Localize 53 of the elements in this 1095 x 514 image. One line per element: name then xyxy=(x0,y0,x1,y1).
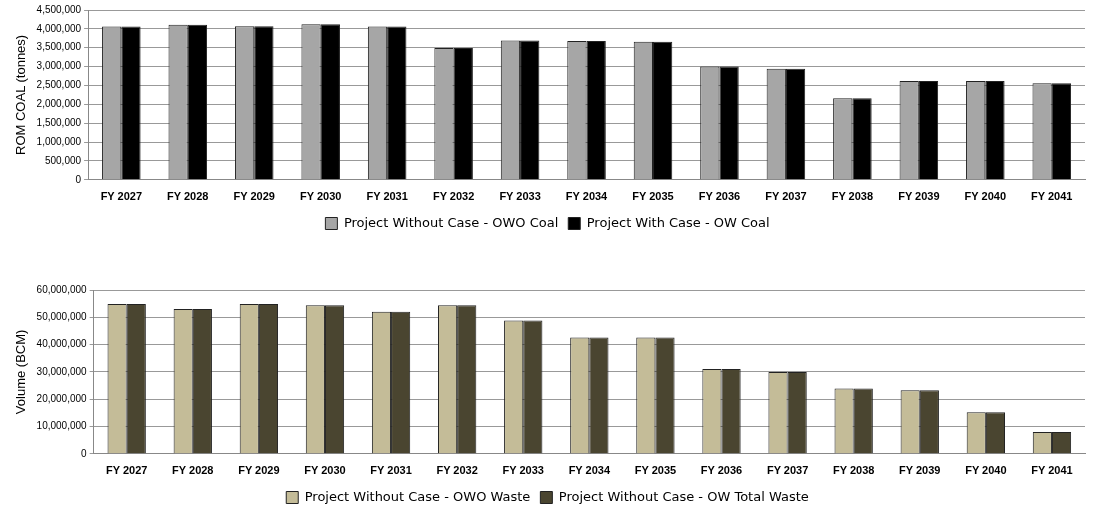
x-tick-label: FY 2034 xyxy=(568,464,611,477)
x-tick-label: FY 2039 xyxy=(898,190,940,203)
x-tick-label: FY 2037 xyxy=(765,190,807,203)
x-tick-label: FY 2040 xyxy=(965,464,1007,477)
y-tick-label: 50,000,000 xyxy=(36,311,88,323)
y-tick-label: 30,000,000 xyxy=(36,365,88,377)
legend-label: Project With Case - OW Coal xyxy=(586,214,770,230)
y-tick-label: 500,000 xyxy=(44,154,82,166)
x-tick-label: FY 2037 xyxy=(766,464,809,477)
legend-label: Project Without Case - OW Total Waste xyxy=(558,488,809,504)
x-tick-label: FY 2034 xyxy=(565,190,609,203)
x-tick-label: FY 2031 xyxy=(366,190,408,203)
x-tick-label: FY 2031 xyxy=(370,464,412,477)
x-tick-label: FY 2029 xyxy=(233,190,275,203)
y-tick-label: 0 xyxy=(81,447,88,459)
x-tick-label: FY 2032 xyxy=(436,464,478,477)
x-tick-label: FY 2027 xyxy=(106,464,148,477)
y-tick-label: 2,500,000 xyxy=(36,79,82,91)
y-tick-label: 3,500,000 xyxy=(36,41,82,53)
x-tick-label: FY 2032 xyxy=(432,190,475,203)
x-tick-label: FY 2030 xyxy=(304,464,346,477)
x-tick-label: FY 2035 xyxy=(634,464,677,477)
x-tick-label: FY 2033 xyxy=(499,190,541,203)
legend-label: Project Without Case - OWO Waste xyxy=(304,488,531,504)
x-tick-label: FY 2030 xyxy=(300,190,342,203)
x-tick-label: FY 2041 xyxy=(1031,190,1073,203)
x-tick-label: FY 2036 xyxy=(700,464,743,477)
legend-label: Project Without Case - OWO Coal xyxy=(343,214,559,230)
y-tick-label: 10,000,000 xyxy=(36,420,88,432)
x-tick-label: FY 2039 xyxy=(899,464,941,477)
x-tick-label: FY 2028 xyxy=(172,464,214,477)
x-tick-label: FY 2028 xyxy=(167,190,209,203)
y-tick-label: 2,000,000 xyxy=(36,98,82,110)
x-tick-label: FY 2036 xyxy=(698,190,741,203)
x-tick-label: FY 2038 xyxy=(832,464,875,477)
x-tick-label: FY 2041 xyxy=(1031,464,1073,477)
y-tick-label: 1,000,000 xyxy=(36,135,82,147)
y-tick-label: 60,000,000 xyxy=(36,283,88,295)
y-axis-title: ROM COAL (tonnes) xyxy=(13,34,29,155)
y-tick-label: 1,500,000 xyxy=(36,116,82,128)
y-tick-label: 4,500,000 xyxy=(36,3,82,15)
y-tick-label: 4,000,000 xyxy=(36,22,82,34)
x-tick-label: FY 2040 xyxy=(964,190,1006,203)
y-tick-label: 20,000,000 xyxy=(36,392,88,404)
x-tick-label: FY 2029 xyxy=(238,464,280,477)
x-tick-label: FY 2027 xyxy=(100,190,143,203)
y-tick-label: 3,000,000 xyxy=(36,60,82,72)
x-tick-label: FY 2033 xyxy=(502,464,544,477)
y-tick-label: 40,000,000 xyxy=(36,338,88,350)
y-axis-title: Volume (BCM) xyxy=(13,329,29,415)
y-tick-label: 0 xyxy=(75,173,82,185)
x-tick-label: FY 2038 xyxy=(831,190,874,203)
x-tick-label: FY 2035 xyxy=(632,190,674,203)
